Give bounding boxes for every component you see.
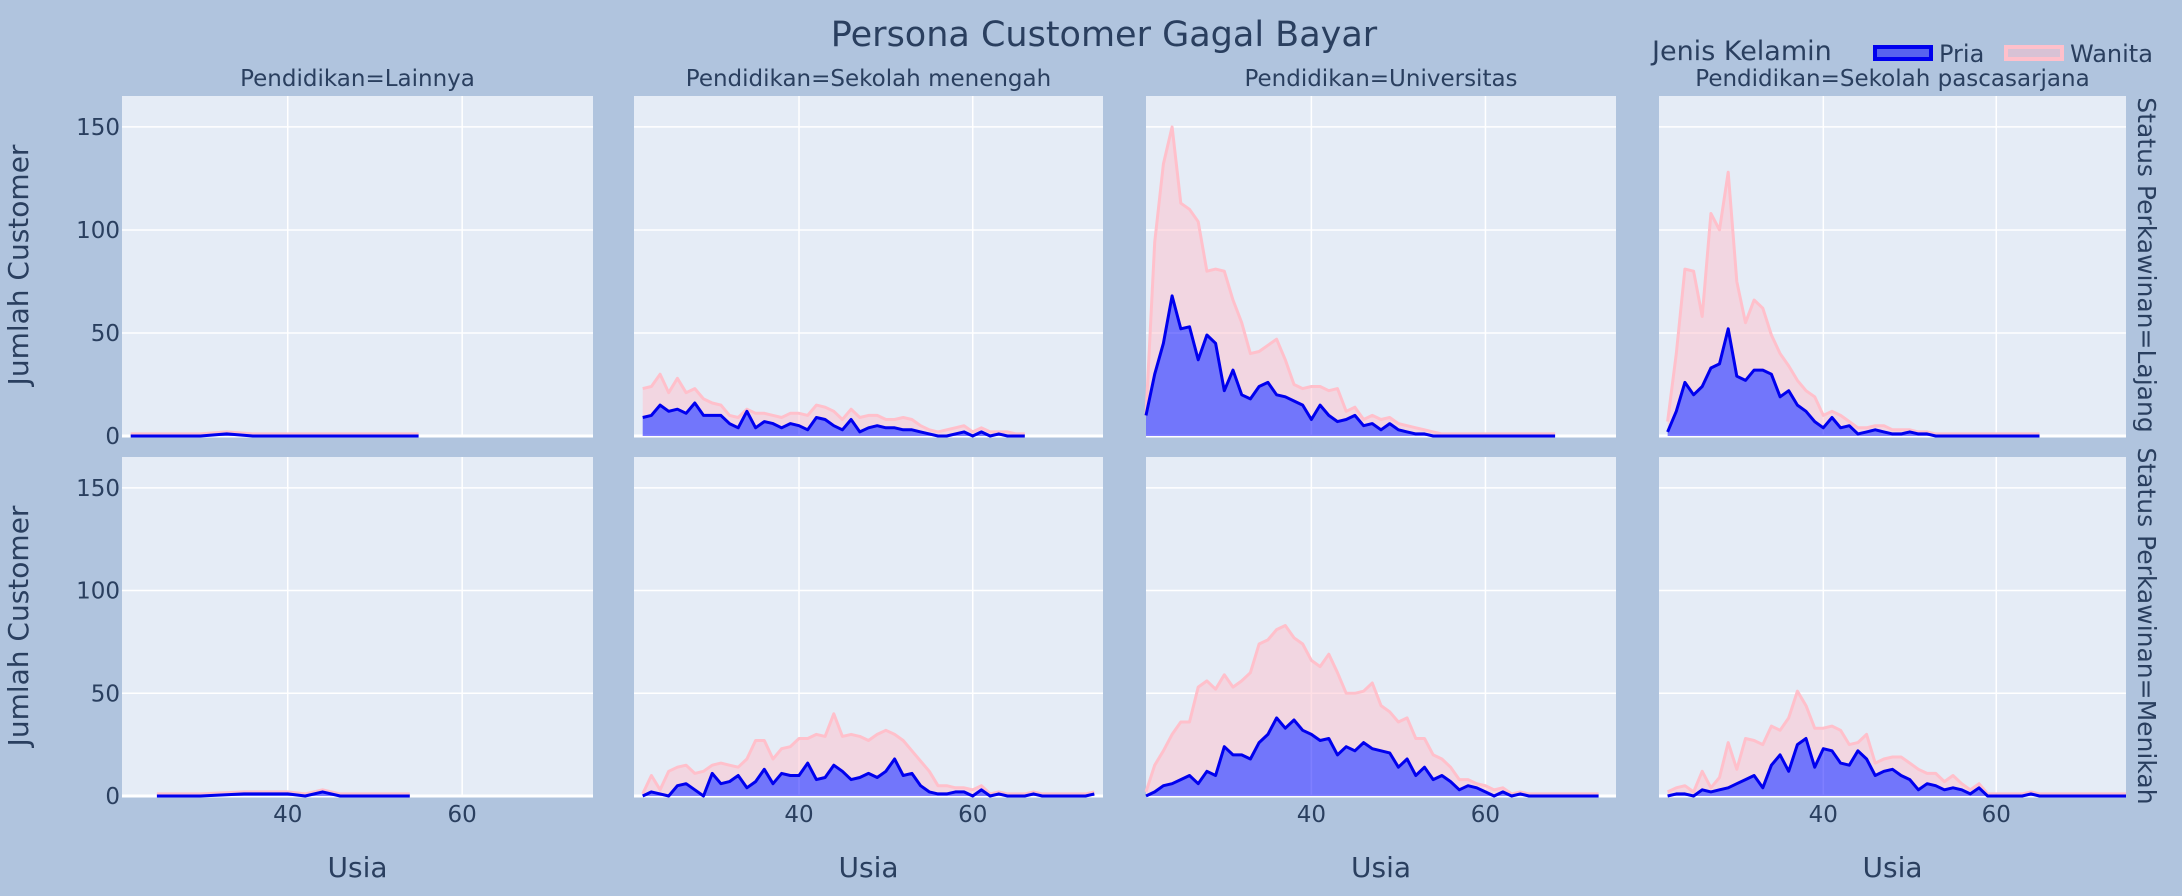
legend-item-wanita[interactable]: Wanita: [2004, 40, 2153, 68]
line-wanita: [1666, 170, 2040, 436]
y-tick-label: 150: [76, 476, 120, 502]
panel-r1-c1: 0 50 100 150: [76, 96, 593, 450]
area-pria: [1667, 738, 2126, 796]
area-pria: [1146, 717, 1599, 796]
area-wanita: [642, 713, 1095, 796]
panel-r2-c4: 40 60: [1659, 457, 2126, 828]
y-tick-label: 0: [105, 424, 120, 450]
y-tick-label: 100: [76, 579, 120, 605]
x-tick-label: 60: [1982, 802, 2011, 828]
line-pria: [156, 790, 410, 798]
area-wanita: [1146, 625, 1599, 796]
line-pria: [642, 757, 1095, 798]
panel-r1-c4: [1659, 96, 2126, 438]
line-pria: [642, 401, 1025, 438]
x-tick-label: 40: [1809, 802, 1838, 828]
line-wanita: [1666, 689, 2126, 796]
x-tick-label: 40: [784, 802, 813, 828]
line-wanita: [641, 712, 1095, 796]
panel-r2-c2: 40 60: [634, 457, 1103, 828]
line-wanita: [1144, 624, 1599, 796]
line-pria: [1144, 294, 1556, 438]
line-pria: [1666, 327, 2040, 438]
area-wanita: [642, 374, 1025, 436]
col-title-1: Pendidikan=Lainnya: [240, 66, 475, 92]
x-tick-label: 60: [1471, 802, 1500, 828]
y-tick-label: 0: [105, 784, 120, 810]
plot-background: [1659, 457, 2126, 796]
panel-r2-c3: 40 60: [1144, 457, 1616, 828]
y-tick-label: 150: [76, 115, 120, 141]
y-axis-title-2: Jumlah Customer: [2, 505, 35, 748]
legend-swatch-wanita: [2004, 45, 2064, 61]
row-title-2: Status Perkawinan=Menikah: [2132, 447, 2161, 804]
legend-label-pria: Pria: [1939, 40, 1984, 68]
col-title-4: Pendidikan=Sekolah pascasarjana: [1695, 66, 2089, 92]
area-pria: [642, 759, 1095, 796]
y-tick-label: 100: [76, 218, 120, 244]
legend-item-pria[interactable]: Pria: [1873, 40, 1984, 68]
area-pria: [1667, 328, 2040, 436]
line-wanita: [156, 788, 410, 796]
col-title-2: Pendidikan=Sekolah menengah: [686, 66, 1051, 92]
panel-r1-c3: [1144, 96, 1616, 438]
legend: Jenis Kelamin Pria Wanita: [1650, 36, 2153, 68]
plot-background: [634, 96, 1103, 436]
col-title-3: Pendidikan=Universitas: [1244, 66, 1517, 92]
line-pria: [1667, 737, 2126, 798]
y-axis-title-1: Jumlah Customer: [2, 144, 35, 387]
plot-background: [122, 457, 593, 796]
line-wanita: [642, 372, 1025, 436]
x-axis-title-1: Usia: [327, 851, 387, 884]
x-axis-title-4: Usia: [1862, 851, 1922, 884]
legend-title: Jenis Kelamin: [1650, 36, 1832, 67]
area-wanita: [1146, 126, 1556, 437]
panel-r1-c2: [634, 96, 1103, 438]
line-wanita: [130, 430, 419, 436]
area-pria: [642, 403, 1025, 436]
line-pria: [1145, 716, 1599, 798]
x-tick-label: 40: [273, 802, 302, 828]
plot-background: [122, 96, 593, 436]
x-tick-label: 40: [1297, 802, 1326, 828]
legend-swatch-pria: [1873, 45, 1933, 61]
area-pria: [1146, 295, 1556, 436]
chart-title: Persona Customer Gagal Bayar: [831, 15, 1378, 55]
legend-label-wanita: Wanita: [2070, 40, 2153, 68]
x-tick-label: 60: [448, 802, 477, 828]
line-pria: [130, 432, 419, 438]
panel-r2-c1: 0 50 100 150 40 60: [76, 457, 593, 828]
row-title-1: Status Perkawinan=Lajang: [2132, 97, 2161, 432]
line-wanita: [1144, 125, 1556, 436]
x-tick-label: 60: [958, 802, 987, 828]
x-axis-title-3: Usia: [1351, 851, 1411, 884]
y-tick-label: 50: [91, 321, 120, 347]
x-axis-title-2: Usia: [838, 851, 898, 884]
panels: 0 50 100 150 0 50 100 150 40 60 40 60 40 60 40 60: [76, 96, 2126, 828]
y-tick-label: 50: [91, 681, 120, 707]
